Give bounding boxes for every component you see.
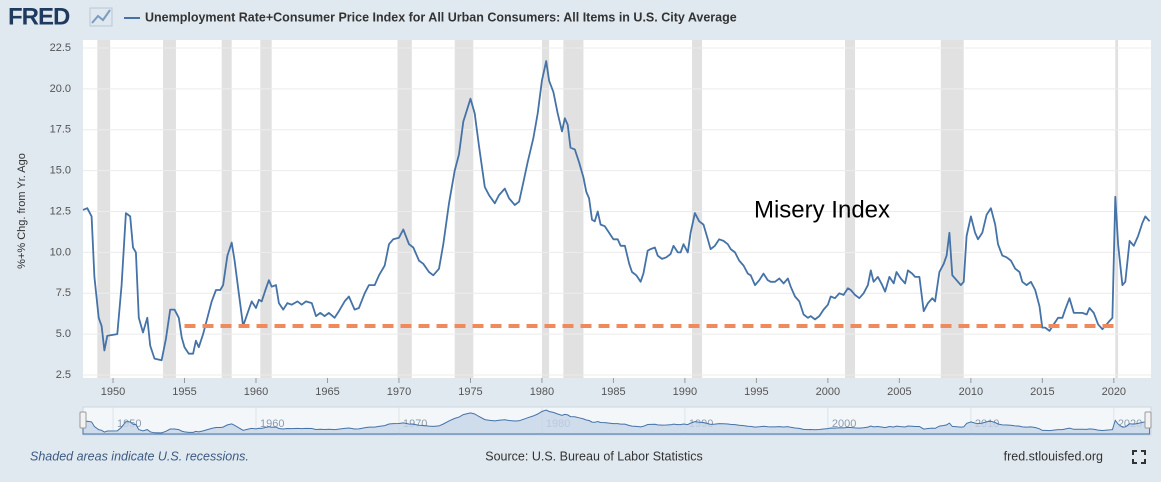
recession-note: Shaded areas indicate U.S. recessions.	[30, 449, 249, 463]
navigator-handle[interactable]	[1144, 411, 1152, 429]
recession-band	[97, 40, 111, 378]
y-tick-label: 12.5	[50, 205, 71, 217]
logo: FRED	[8, 3, 70, 30]
y-tick-label: 22.5	[50, 42, 71, 54]
recession-band	[260, 40, 272, 378]
x-tick-label: 1990	[673, 386, 697, 398]
logo-icon	[89, 7, 113, 27]
navigator-handle[interactable]	[79, 411, 87, 429]
y-tick-label: 10.0	[50, 246, 71, 258]
annotation: Misery Index	[754, 196, 890, 223]
x-tick-label: 2000	[816, 386, 840, 398]
legend-label: Unemployment Rate+Consumer Price Index f…	[145, 10, 737, 24]
series-line	[82, 60, 1151, 362]
x-tick-label: 2015	[1030, 386, 1054, 398]
y-tick-label: 5.0	[56, 328, 71, 340]
x-tick-label: 2020	[1102, 386, 1126, 398]
y-tick-label: 20.0	[50, 83, 71, 95]
recession-band	[692, 40, 703, 378]
x-tick-label: 1995	[744, 386, 768, 398]
x-tick-label: 1980	[530, 386, 554, 398]
navigator-tick-label: 2000	[832, 418, 856, 430]
source: Source: U.S. Bureau of Labor Statistics	[485, 449, 702, 463]
x-tick-label: 2005	[887, 386, 911, 398]
x-tick-label: 1970	[387, 386, 411, 398]
x-tick-label: 1975	[458, 386, 482, 398]
x-tick-label: 1950	[101, 386, 125, 398]
y-tick-label: 2.5	[56, 369, 71, 381]
site-link[interactable]: fred.stlouisfed.org	[1004, 449, 1103, 463]
x-tick-label: 1955	[172, 386, 196, 398]
x-tick-label: 1960	[244, 386, 268, 398]
navigator-area	[82, 409, 1151, 435]
x-tick-label: 1985	[601, 386, 625, 398]
y-tick-label: 15.0	[50, 165, 71, 177]
recession-band	[221, 40, 232, 378]
x-tick-label: 2010	[959, 386, 983, 398]
fullscreen-button[interactable]	[1132, 450, 1146, 464]
recession-band	[541, 40, 550, 378]
recession-band	[163, 40, 176, 378]
recession-band	[845, 40, 856, 378]
y-tick-label: 17.5	[50, 124, 71, 136]
y-axis-label: %+% Chg. from Yr. Ago	[16, 153, 28, 269]
x-tick-label: 1965	[315, 386, 339, 398]
y-tick-label: 7.5	[56, 287, 71, 299]
